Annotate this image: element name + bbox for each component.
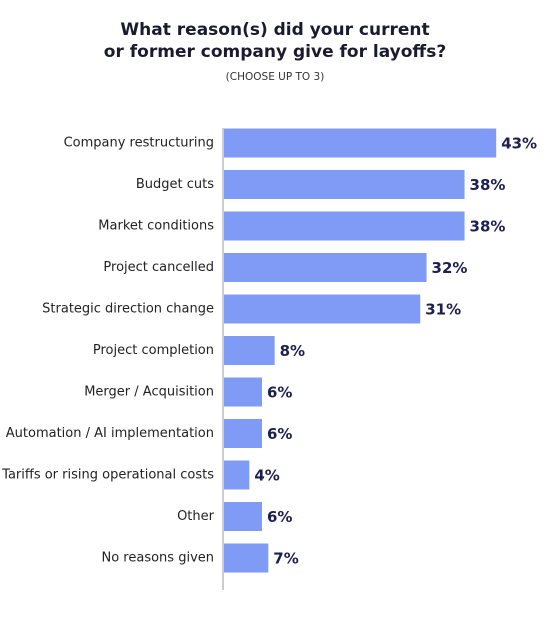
bar <box>224 294 421 324</box>
bar <box>224 128 497 158</box>
bar <box>224 336 275 365</box>
bar <box>224 502 262 531</box>
value-label: 31% <box>425 301 461 319</box>
value-label: 43% <box>501 135 537 153</box>
category-label: Other <box>177 509 215 524</box>
category-label: Strategic direction change <box>42 302 214 317</box>
value-label: 4% <box>254 467 279 485</box>
value-label: 6% <box>267 425 292 443</box>
value-label: 7% <box>273 550 298 568</box>
value-label: 38% <box>470 176 506 194</box>
category-label: Project cancelled <box>103 260 214 275</box>
bar <box>224 419 262 448</box>
category-label: No reasons given <box>102 551 215 566</box>
chart-title: What reason(s) did your current <box>120 20 429 40</box>
category-label: Company restructuring <box>64 136 214 151</box>
category-label: Merger / Acquisition <box>84 385 214 400</box>
chart-title: or former company give for layoffs? <box>104 42 446 62</box>
bar <box>224 543 269 573</box>
bar <box>224 170 465 199</box>
value-label: 8% <box>280 342 305 360</box>
bar <box>224 460 250 490</box>
category-label: Tariffs or rising operational costs <box>1 468 214 483</box>
category-label: Project completion <box>93 343 214 358</box>
category-label: Market conditions <box>98 219 214 234</box>
chart-subtitle: (CHOOSE UP TO 3) <box>226 71 325 83</box>
value-label: 32% <box>432 259 468 277</box>
value-label: 38% <box>470 218 506 236</box>
bar <box>224 377 262 407</box>
bar <box>224 211 465 241</box>
category-label: Automation / AI implementation <box>6 426 214 441</box>
value-label: 6% <box>267 508 292 526</box>
bar <box>224 253 427 282</box>
category-label: Budget cuts <box>136 177 214 192</box>
value-label: 6% <box>267 384 292 402</box>
